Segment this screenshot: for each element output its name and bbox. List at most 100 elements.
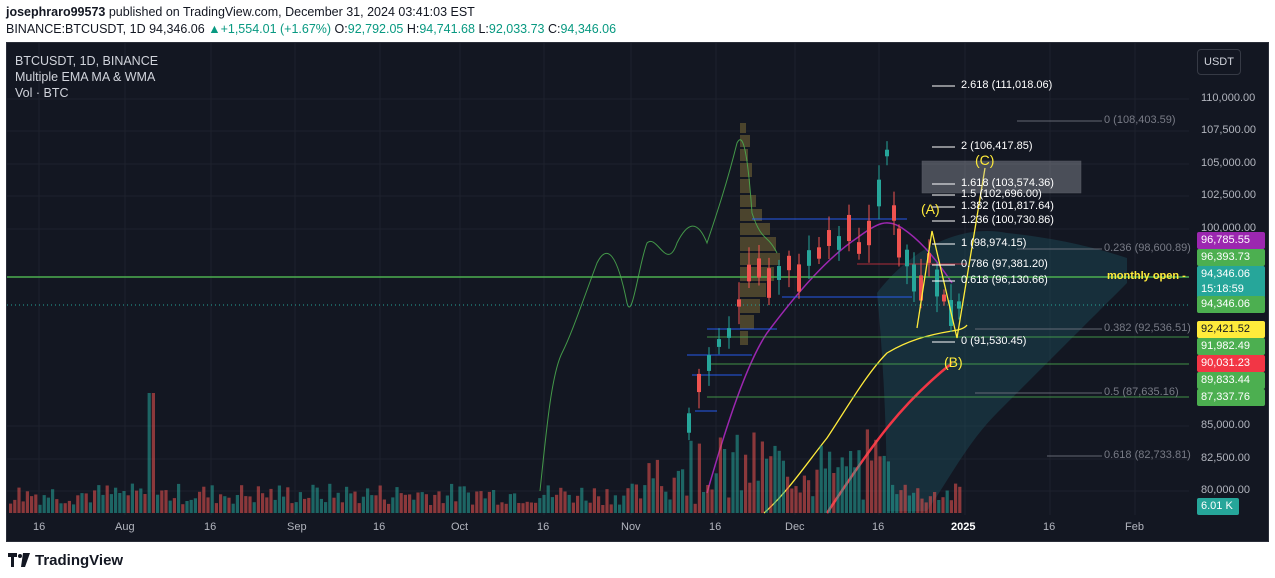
time-axis[interactable]: 16 Aug 16 Sep 16 Oct 16 Nov 16 Dec 16 20… xyxy=(7,515,1189,541)
volume-bar xyxy=(702,492,706,513)
volume-bar xyxy=(941,497,945,513)
author-name[interactable]: josephraro99573 xyxy=(6,5,106,19)
volume-bar xyxy=(395,487,399,513)
footer: TradingView xyxy=(0,542,1275,578)
volume-bar xyxy=(794,486,798,513)
volume-bar xyxy=(156,494,160,513)
volume-bar xyxy=(403,494,407,513)
volume-bar xyxy=(513,493,517,513)
chart-legend: BTCUSDT, 1D, BINANCE Multiple EMA MA & W… xyxy=(15,53,158,101)
volume-bar xyxy=(790,488,794,513)
fib-ext-1382: 1.382 (101,817.64) xyxy=(961,200,1054,212)
volume-bar xyxy=(802,475,806,513)
volume-bar xyxy=(290,503,294,513)
price-label-green: 87,337.76 xyxy=(1197,389,1265,406)
volume-bar xyxy=(319,498,323,513)
volume-bar xyxy=(118,493,122,513)
fib-ext-15: 1.5 (102,696.00) xyxy=(961,188,1042,200)
volume-bar xyxy=(97,485,101,513)
volume-bar xyxy=(781,460,785,513)
volume-bar xyxy=(786,476,790,513)
volume-bar xyxy=(672,477,676,513)
volume-bar xyxy=(534,502,538,513)
volume-bar xyxy=(525,501,529,513)
wave-a-label: (A) xyxy=(921,201,940,217)
chart-canvas[interactable] xyxy=(7,43,1269,542)
volume-bar xyxy=(382,499,386,513)
volume-profile xyxy=(740,123,780,345)
volume-bar xyxy=(681,469,685,513)
time-tick: Dec xyxy=(785,521,805,533)
volume-bar xyxy=(899,490,903,513)
volume-bar xyxy=(483,498,487,513)
fib-ext-1618: 1.618 (103,574.36) xyxy=(961,177,1054,189)
volume-bar xyxy=(853,467,857,513)
open-label: O: xyxy=(334,22,348,36)
candle-body xyxy=(912,264,916,292)
volume-bar xyxy=(844,466,848,513)
price-label-countdown: 15:18:59 xyxy=(1197,281,1265,298)
volume-bar xyxy=(387,503,391,513)
currency-button[interactable]: USDT xyxy=(1197,49,1241,75)
price-label-green: 94,346.06 xyxy=(1197,296,1265,313)
volume-bar xyxy=(756,480,760,513)
candle-body xyxy=(807,250,811,266)
volume-bar xyxy=(13,499,17,513)
volume-bar xyxy=(954,483,958,513)
volume-bar xyxy=(807,480,811,513)
volume-bar xyxy=(622,495,626,513)
volume-bar xyxy=(613,495,617,513)
volume-bar xyxy=(9,503,13,513)
volume-label: 6.01 K xyxy=(1197,498,1239,515)
volume-bar xyxy=(252,502,256,513)
volume-bar xyxy=(42,495,46,513)
price-axis[interactable]: 110,000.00 107,500.00 105,000.00 102,500… xyxy=(1189,43,1268,515)
volume-bar xyxy=(546,485,550,513)
publish-header: josephraro99573 published on TradingView… xyxy=(0,0,1275,42)
volume-bar xyxy=(714,473,718,513)
volume-bar xyxy=(429,505,433,513)
tradingview-brand: TradingView xyxy=(35,551,124,569)
volume-bar xyxy=(114,487,118,513)
change-value: +1,554.01 (+1.67%) xyxy=(220,22,332,36)
price-tick: 105,000.00 xyxy=(1201,157,1257,169)
fib-ext-0786: 0.786 (97,381.20) xyxy=(961,258,1048,270)
volume-bar xyxy=(928,496,932,513)
volume-bar xyxy=(336,492,340,513)
volume-bar xyxy=(412,499,416,513)
volume-bar xyxy=(445,495,449,513)
legend-indicator-ema[interactable]: Multiple EMA MA & WMA xyxy=(15,70,156,84)
volume-bar xyxy=(349,493,353,513)
volume-bar xyxy=(248,496,252,513)
volume-bar xyxy=(597,496,601,513)
candle-body xyxy=(707,355,711,371)
tradingview-logo[interactable]: TradingView xyxy=(8,551,123,569)
volume-bar xyxy=(857,450,861,513)
volume-bar xyxy=(815,469,819,513)
volume-bar xyxy=(328,483,332,513)
candle-body xyxy=(777,266,781,280)
volume-bar xyxy=(168,500,172,513)
volume-bar xyxy=(193,498,197,513)
volume-bar xyxy=(861,499,865,513)
legend-indicator-volume[interactable]: Vol · BTC xyxy=(15,86,69,100)
fib-ret-0236: 0.236 (98,600.89) xyxy=(1104,242,1191,254)
candle-body xyxy=(767,268,771,298)
volume-bar xyxy=(21,501,25,513)
volume-bar xyxy=(399,493,403,513)
volume-bar xyxy=(177,483,181,513)
time-tick: 16 xyxy=(709,521,722,533)
price-tick: 82,500.00 xyxy=(1201,452,1250,464)
volume-bar xyxy=(849,451,853,513)
volume-bar xyxy=(340,502,344,513)
price-label-green: 91,982.49 xyxy=(1197,338,1265,355)
volume-bar xyxy=(139,488,143,513)
volume-bar xyxy=(63,503,67,513)
legend-symbol[interactable]: BTCUSDT, 1D, BINANCE xyxy=(15,54,159,68)
chart-pane[interactable]: 2.618 (111,018.06) 2 (106,417.85) 1.618 … xyxy=(6,42,1269,542)
price-label-wma-red: 90,031.23 xyxy=(1197,355,1265,372)
time-tick: Feb xyxy=(1125,521,1144,533)
volume-bar xyxy=(937,500,941,513)
volume-bar xyxy=(143,494,147,513)
volume-bar xyxy=(924,502,928,513)
